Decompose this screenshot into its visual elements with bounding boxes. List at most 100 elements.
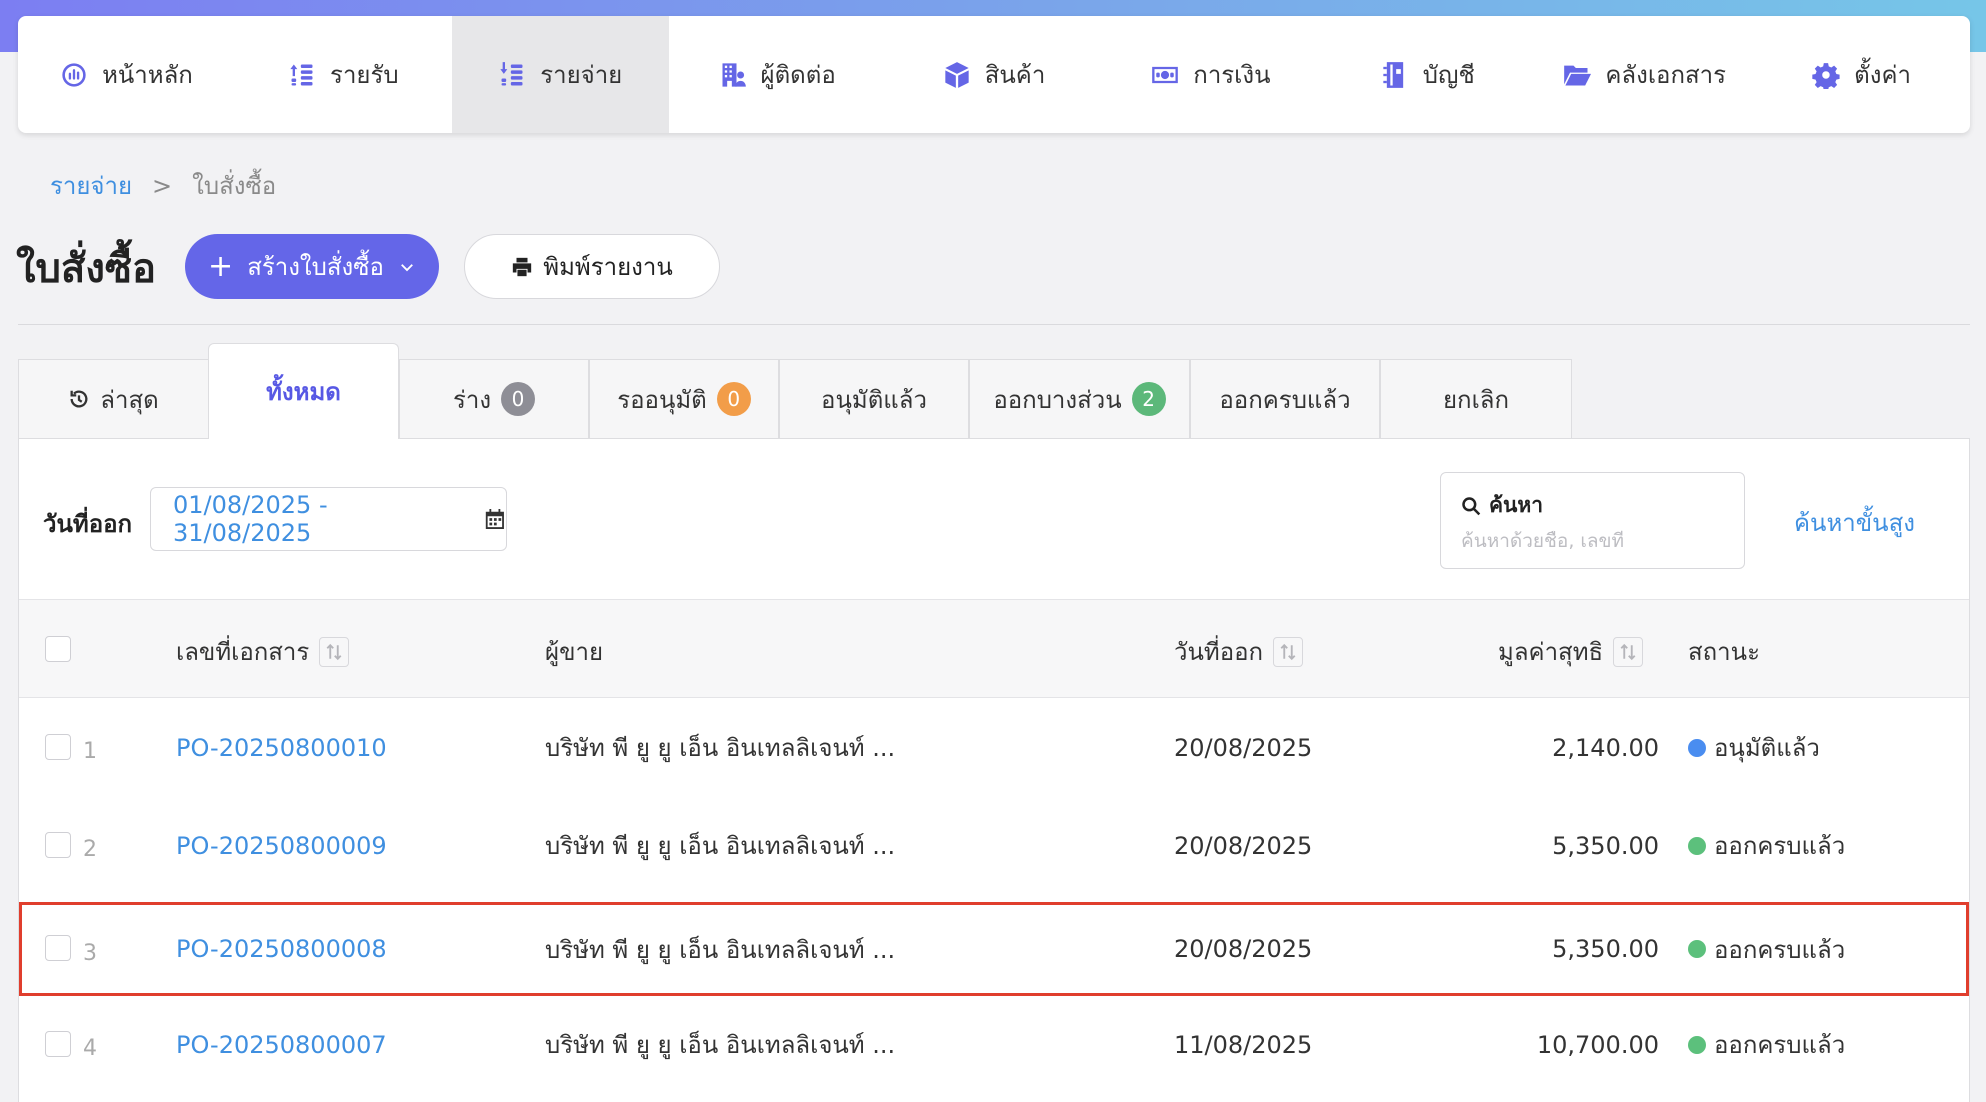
tab-all[interactable]: ทั้งหมด — [208, 343, 399, 439]
nav-label: สินค้า — [984, 61, 1046, 89]
row-checkbox[interactable] — [45, 734, 71, 760]
date-range-value: 01/08/2025 - 31/08/2025 — [173, 491, 328, 547]
tab-label: ทั้งหมด — [266, 378, 341, 406]
nav-label: บัญชี — [1422, 61, 1475, 89]
divider — [18, 324, 1970, 325]
issue-date: 11/08/2025 — [1174, 1030, 1313, 1059]
nav-item-contacts[interactable]: ผู้ติดต่อ — [669, 16, 886, 133]
accounting-book-icon — [1383, 61, 1403, 88]
table-row[interactable]: 2 PO-20250800009 บริษัท พี ยู ยู เอ็น อิ… — [19, 796, 1969, 895]
document-number-link[interactable]: PO-20250800010 — [176, 733, 387, 762]
vendor-name: บริษัท พี ยู ยู เอ็น อินเทลลิเจนท์ ... — [545, 1031, 896, 1059]
nav-item-products[interactable]: สินค้า — [886, 16, 1103, 133]
column-vendor: ผู้ขาย — [545, 632, 603, 671]
advanced-search-link[interactable]: ค้นหาขั้นสูง — [1794, 509, 1915, 537]
nav-item-expense[interactable]: รายจ่าย — [451, 16, 669, 133]
tab-recent[interactable]: ล่าสุด — [18, 359, 209, 438]
column-issue-date: วันที่ออก — [1174, 632, 1304, 671]
status-label: ออกครบแล้ว — [1714, 1031, 1846, 1059]
vendor-name: บริษัท พี ยู ยู เอ็น อินเทลลิเจนท์ ... — [545, 734, 896, 762]
status-badge: ออกครบแล้ว — [1688, 995, 1845, 1094]
breadcrumb-current: ใบสั่งซื้อ — [192, 172, 277, 200]
history-icon — [70, 390, 88, 408]
net-amount: 5,350.00 — [1552, 935, 1659, 963]
status-label: ออกครบแล้ว — [1714, 935, 1846, 964]
nav-label: ตั้งค่า — [1854, 61, 1911, 89]
column-status: สถานะ — [1688, 632, 1760, 671]
money-icon — [1152, 66, 1179, 83]
search-input[interactable] — [1461, 530, 1721, 552]
table-row-highlighted[interactable]: 3 PO-20250800008 บริษัท พี ยู ยู เอ็น อิ… — [19, 902, 1969, 996]
row-number: 1 — [83, 739, 97, 764]
print-button-label: พิมพ์รายงาน — [543, 253, 673, 281]
column-doc-no: เลขที่เอกสาร — [176, 632, 350, 671]
document-number-link[interactable]: PO-20250800008 — [176, 935, 387, 963]
dashboard-icon — [62, 62, 86, 87]
document-number-link[interactable]: PO-20250800009 — [176, 831, 387, 860]
net-amount: 2,140.00 — [1552, 733, 1659, 762]
tab-draft[interactable]: ร่าง 0 — [399, 359, 589, 438]
nav-item-income[interactable]: รายรับ — [235, 16, 452, 133]
vendor-name: บริษัท พี ยู ยู เอ็น อินเทลลิเจนท์ ... — [545, 935, 896, 964]
nav-item-home[interactable]: หน้าหลัก — [18, 16, 235, 133]
row-number: 2 — [83, 837, 97, 862]
date-range-picker[interactable]: 01/08/2025 - 31/08/2025 — [150, 487, 507, 551]
row-number: 4 — [83, 1036, 97, 1061]
purchase-order-panel: วันที่ออก 01/08/2025 - 31/08/2025 ค้นหา … — [18, 438, 1970, 1102]
nav-item-settings[interactable]: ตั้งค่า — [1753, 16, 1970, 133]
tab-label: ร่าง — [452, 385, 492, 414]
page-title: ใบสั่งซื้อ — [16, 246, 157, 292]
column-label: สถานะ — [1688, 638, 1760, 666]
nav-label: หน้าหลัก — [102, 61, 193, 89]
row-checkbox[interactable] — [45, 832, 71, 858]
sort-icon[interactable] — [319, 636, 350, 667]
search-title: ค้นหา — [1461, 489, 1724, 522]
print-report-button[interactable]: พิมพ์รายงาน — [464, 234, 720, 299]
column-net-amount: มูลค่าสุทธิ — [1498, 632, 1644, 671]
nav-item-documents[interactable]: คลังเอกสาร — [1536, 16, 1753, 133]
tab-label: ออกบางส่วน — [993, 385, 1122, 414]
nav-label: รายรับ — [330, 61, 399, 89]
tab-pending-approval[interactable]: รออนุมัติ 0 — [589, 359, 779, 438]
nav-label: คลังเอกสาร — [1605, 61, 1726, 89]
search-box: ค้นหา — [1440, 472, 1745, 569]
row-checkbox[interactable] — [45, 935, 71, 961]
sort-icon[interactable] — [1613, 636, 1644, 667]
tab-label: ยกเลิก — [1442, 385, 1510, 414]
nav-label: ผู้ติดต่อ — [760, 61, 836, 89]
breadcrumb-expense-link[interactable]: รายจ่าย — [50, 172, 133, 200]
tab-fully-issued[interactable]: ออกครบแล้ว — [1190, 359, 1380, 438]
issue-date: 20/08/2025 — [1174, 733, 1313, 762]
sort-icon[interactable] — [1273, 636, 1304, 667]
net-amount: 10,700.00 — [1536, 1030, 1659, 1059]
create-button-label: สร้างใบสั่งซื้อ — [247, 253, 384, 281]
status-label: อนุมัติแล้ว — [1714, 734, 1820, 762]
vendor-name: บริษัท พี ยู ยู เอ็น อินเทลลิเจนท์ ... — [545, 832, 896, 860]
folder-icon — [1564, 65, 1592, 85]
status-dot — [1688, 836, 1706, 855]
expense-icon — [500, 61, 523, 85]
tab-approved[interactable]: อนุมัติแล้ว — [779, 359, 969, 438]
draft-count-badge: 0 — [501, 382, 536, 416]
document-number-link[interactable]: PO-20250800007 — [176, 1030, 387, 1059]
tab-partially-issued[interactable]: ออกบางส่วน 2 — [969, 359, 1190, 438]
create-purchase-order-button[interactable]: + สร้างใบสั่งซื้อ — [185, 234, 439, 299]
status-badge: ออกครบแล้ว — [1688, 796, 1845, 895]
tab-cancelled[interactable]: ยกเลิก — [1380, 359, 1572, 438]
column-label: วันที่ออก — [1174, 638, 1264, 666]
column-label: มูลค่าสุทธิ — [1498, 638, 1604, 666]
row-checkbox[interactable] — [45, 1031, 71, 1057]
net-amount: 5,350.00 — [1552, 831, 1659, 860]
nav-item-finance[interactable]: การเงิน — [1102, 16, 1319, 133]
income-icon — [290, 64, 313, 85]
table-row[interactable]: 4 PO-20250800007 บริษัท พี ยู ยู เอ็น อิ… — [19, 995, 1969, 1094]
status-badge: อนุมัติแล้ว — [1688, 698, 1820, 797]
select-all-checkbox[interactable] — [45, 636, 71, 662]
breadcrumb-separator: > — [152, 171, 173, 200]
tab-label: รออนุมัติ — [617, 385, 707, 414]
tab-label: ล่าสุด — [100, 385, 159, 414]
table-row[interactable]: 1 PO-20250800010 บริษัท พี ยู ยู เอ็น อิ… — [19, 698, 1969, 797]
nav-item-accounting[interactable]: บัญชี — [1319, 16, 1536, 133]
status-label: ออกครบแล้ว — [1714, 832, 1846, 860]
partial-count-badge: 2 — [1131, 382, 1166, 416]
